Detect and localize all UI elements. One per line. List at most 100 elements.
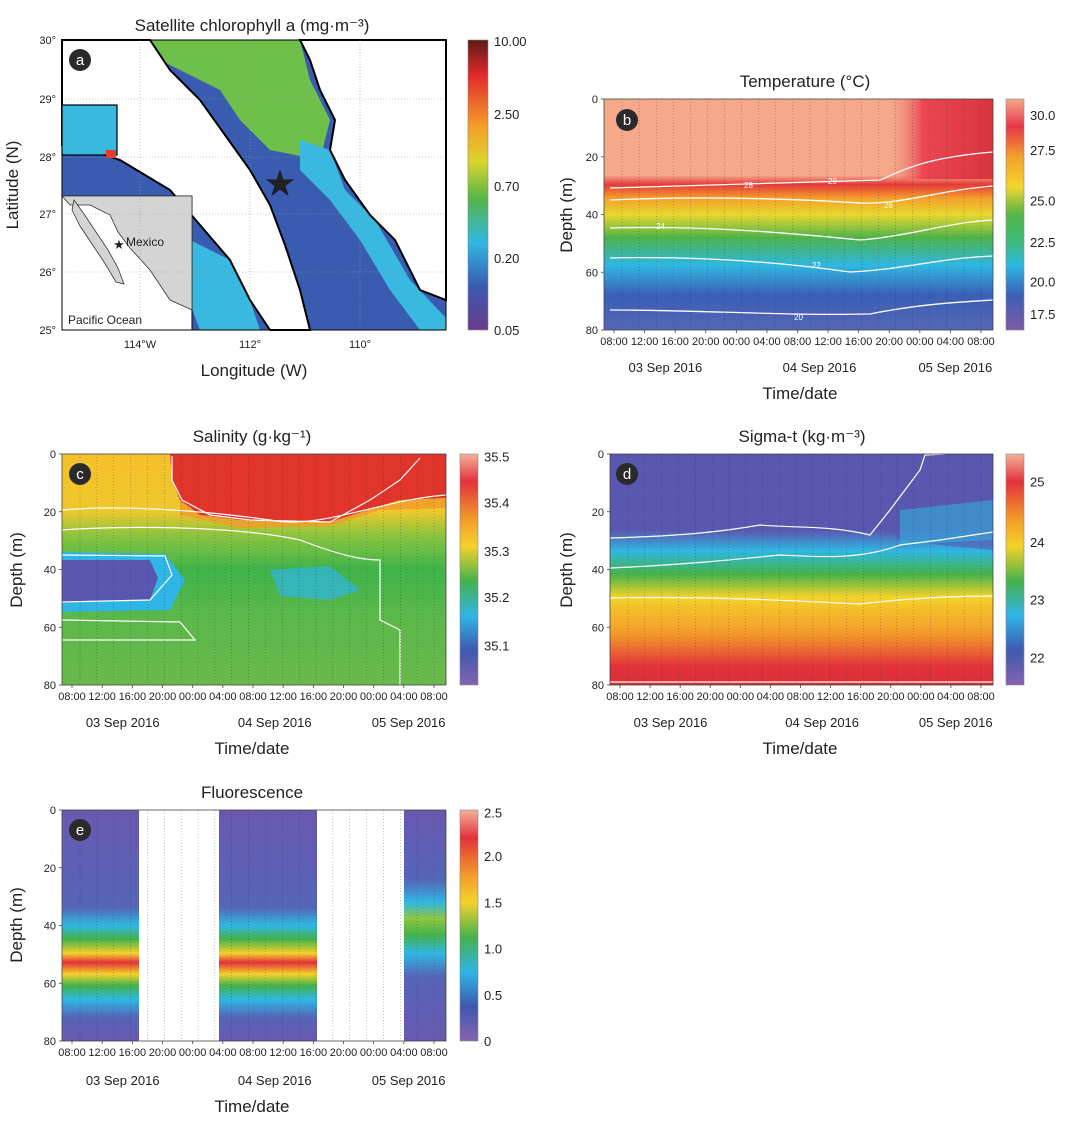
y-tick-label: 80 (586, 325, 598, 337)
x-tick-label: 04:00 (209, 691, 237, 703)
x-tick-label: 04:00 (937, 336, 965, 348)
panel-c-badge (69, 463, 91, 485)
panel-c-badge-label: c (76, 466, 84, 483)
panel-b-temperature: Temperature (°C) 28 29 26 24 22 20 b Dep… (557, 72, 1025, 331)
y-tick-label: 20 (592, 507, 604, 519)
x-tick-label: 16:00 (300, 691, 328, 703)
panel-d-badge-label: d (623, 466, 631, 483)
colorbar-tick-label: 22 (1030, 650, 1044, 665)
x-tick-label: 12:00 (269, 691, 297, 703)
x-tick-label: 00:00 (907, 691, 935, 703)
y-tick-label: 40 (586, 210, 598, 222)
x-tick-label: 08:00 (967, 691, 995, 703)
date-label: 04 Sep 2016 (783, 360, 857, 375)
colorbar-tick-label: 2.0 (484, 849, 502, 864)
panel-e-title: Fluorescence (201, 783, 303, 802)
colorbar-tick-label: 2.5 (484, 805, 502, 820)
panel-b-badge (616, 109, 638, 131)
x-tick-label: 08:00 (420, 691, 448, 703)
x-tick-label: 16:00 (300, 1047, 328, 1059)
map-y-tick: 29° (39, 94, 56, 106)
x-axis-label: Time/date (215, 1097, 290, 1116)
panel-d-badge (616, 463, 638, 485)
x-tick-label: 00:00 (360, 691, 388, 703)
map-colorbar-ticks: 10.00 2.50 0.70 0.20 0.05 (494, 34, 527, 338)
colorbar-tick-label: 35.2 (484, 590, 509, 605)
x-tick-label: 00:00 (727, 691, 755, 703)
x-tick-label: 00:00 (360, 1047, 388, 1059)
y-tick-label: 60 (592, 622, 604, 634)
colorbar-tick-label: 0.5 (484, 988, 502, 1003)
colorbar-tick-label: 23 (1030, 593, 1044, 608)
x-tick-label: 08:00 (606, 691, 634, 703)
map-area: Mexico Pacific Ocean ★ ★ a (61, 39, 447, 331)
map-bloom-hotspot (106, 150, 116, 158)
temp-contour-label: 29 (828, 177, 837, 186)
sigmat-right-cyan (900, 500, 993, 545)
map-y-tick: 27° (39, 209, 56, 221)
sal-low-core (62, 560, 158, 603)
y-tick-label: 60 (44, 622, 56, 634)
map-cb-tick: 0.70 (494, 179, 519, 194)
x-tick-label: 08:00 (58, 1047, 86, 1059)
map-coastal-cyan-1 (300, 140, 446, 330)
x-tick-label: 04:00 (937, 691, 965, 703)
x-tick-label: 12:00 (636, 691, 664, 703)
x-tick-label: 00:00 (906, 336, 934, 348)
map-x-tick: 114°W (124, 339, 157, 351)
map-green-bloom (150, 40, 330, 160)
inset-baja-land (71, 199, 125, 285)
x-tick-label: 20:00 (692, 336, 720, 348)
panel-e-badge (69, 819, 91, 841)
date-label: 03 Sep 2016 (86, 1073, 160, 1088)
colorbar-tick-label: 1.5 (484, 895, 502, 910)
x-tick-label: 04:00 (390, 1047, 418, 1059)
date-label: 03 Sep 2016 (86, 715, 160, 730)
x-tick-label: 12:00 (88, 1047, 116, 1059)
sal-low-core-rim (62, 552, 185, 612)
sigmat-sampling-lines (627, 454, 982, 685)
x-tick-label: 08:00 (58, 691, 86, 703)
x-tick-label: 08:00 (239, 691, 267, 703)
map-pacific-strip (61, 104, 118, 156)
colorbar-tick-label: 22.5 (1030, 235, 1055, 250)
map-x-label: Longitude (W) (201, 361, 308, 380)
fluo-y-label: Depth (m) (7, 887, 26, 963)
map-y-tick: 30° (39, 35, 56, 47)
panel-d-title: Sigma-t (kg·m⁻³) (738, 427, 865, 446)
map-cb-tick: 0.05 (494, 323, 519, 338)
x-tick-label: 08:00 (600, 336, 628, 348)
panel-d-sigmat: Sigma-t (kg·m⁻³) d Depth (m) (557, 427, 1025, 686)
temp-y-label: Depth (m) (557, 177, 576, 253)
sal-colorbar (459, 453, 479, 686)
x-tick-label: 20:00 (149, 691, 177, 703)
x-tick-label: 12:00 (817, 691, 845, 703)
x-tick-label: 04:00 (757, 691, 785, 703)
map-x-tick: 112° (239, 339, 261, 351)
temp-contour-label: 24 (656, 222, 665, 231)
inset-label-mexico: Mexico (126, 235, 164, 249)
map-cb-tick: 10.00 (494, 34, 527, 49)
map-gridlines (62, 40, 446, 330)
date-label: 04 Sep 2016 (238, 1073, 312, 1088)
y-tick-label: 80 (592, 680, 604, 692)
fluo-sampling-lines (79, 810, 435, 1041)
colorbar-tick-label: 35.1 (484, 639, 509, 654)
panel-e-fluorescence: Fluorescence e Depth (m) (7, 783, 479, 1042)
sigmat-contours (609, 453, 994, 683)
temp-contour-label: 22 (812, 261, 821, 270)
y-tick-label: 20 (44, 507, 56, 519)
colorbar-tick-label: 25 (1030, 475, 1044, 490)
y-tick-label: 60 (586, 267, 598, 279)
x-tick-label: 12:00 (269, 1047, 297, 1059)
map-y-tick: 28° (39, 152, 56, 164)
x-tick-label: 00:00 (723, 336, 751, 348)
colorbar-tick-label: 30.0 (1030, 108, 1055, 123)
panel-a-title: Satellite chlorophyll a (mg·m⁻³) (135, 16, 370, 35)
x-tick-label: 00:00 (179, 1047, 207, 1059)
temp-contour-labels: 28 29 26 24 22 20 (656, 177, 893, 322)
temp-warm-right (604, 99, 993, 179)
map-y-tick: 26° (39, 267, 56, 279)
x-tick-label: 04:00 (209, 1047, 237, 1059)
